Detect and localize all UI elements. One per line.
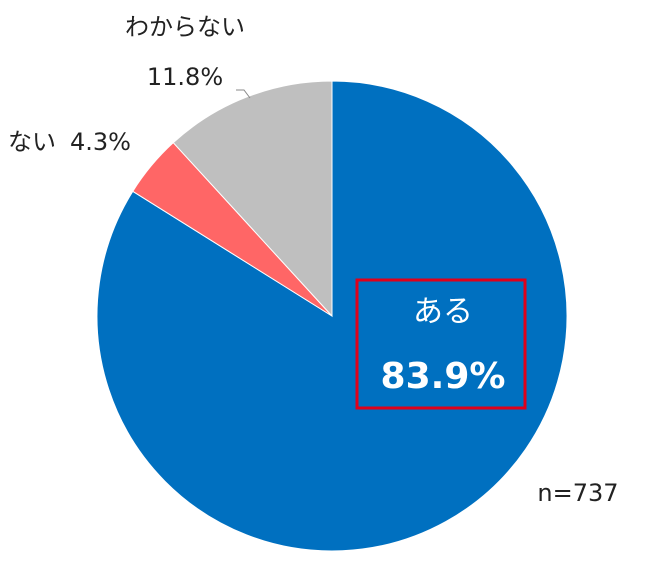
slice-label: ある: [413, 295, 473, 330]
pie: [96, 80, 568, 552]
pie-slice: [172, 80, 333, 318]
value-label: 83.9%: [381, 356, 506, 397]
highlight-box: [355, 278, 527, 410]
slice-label: わからない: [125, 13, 245, 41]
slice-label: ない: [8, 128, 56, 156]
value-label: 11.8%: [147, 63, 223, 91]
annotation: n=737: [537, 479, 618, 507]
value-label: 4.3%: [70, 128, 131, 156]
leader-line: [236, 89, 251, 99]
